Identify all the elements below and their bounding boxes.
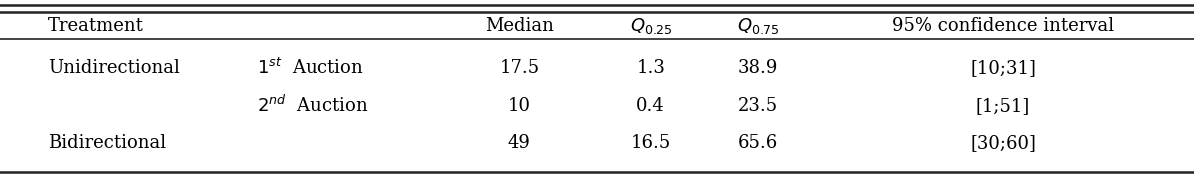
Text: 1.3: 1.3 (636, 59, 665, 77)
Text: $Q_{0.75}$: $Q_{0.75}$ (737, 15, 780, 36)
Text: $2^{nd}$  Auction: $2^{nd}$ Auction (257, 95, 368, 116)
Text: $Q_{0.25}$: $Q_{0.25}$ (629, 15, 672, 36)
Text: Treatment: Treatment (48, 17, 143, 34)
Text: 10: 10 (507, 97, 531, 115)
Text: 17.5: 17.5 (499, 59, 540, 77)
Text: 0.4: 0.4 (636, 97, 665, 115)
Text: [30;60]: [30;60] (970, 134, 1036, 152)
Text: 38.9: 38.9 (738, 59, 778, 77)
Text: 16.5: 16.5 (630, 134, 671, 152)
Text: [10;31]: [10;31] (970, 59, 1036, 77)
Text: Unidirectional: Unidirectional (48, 59, 179, 77)
Text: 65.6: 65.6 (738, 134, 778, 152)
Text: $1^{st}$  Auction: $1^{st}$ Auction (257, 58, 363, 78)
Text: 23.5: 23.5 (738, 97, 778, 115)
Text: 95% confidence interval: 95% confidence interval (892, 17, 1114, 34)
Text: 49: 49 (507, 134, 531, 152)
Text: [1;51]: [1;51] (975, 97, 1030, 115)
Text: Bidirectional: Bidirectional (48, 134, 166, 152)
Text: Median: Median (485, 17, 554, 34)
